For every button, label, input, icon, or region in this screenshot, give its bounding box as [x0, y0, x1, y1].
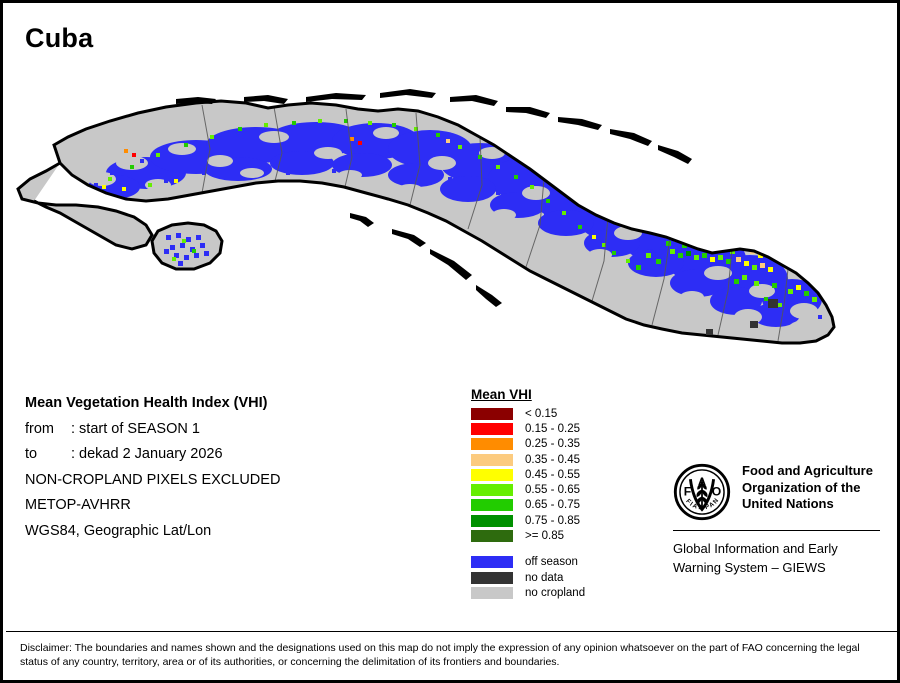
legend-class-swatch	[471, 407, 513, 420]
legend-special-list: off season no data no cropland	[471, 555, 661, 601]
legend-class-label: 0.15 - 0.25	[525, 422, 580, 435]
guanahacabibes-peninsula	[16, 161, 154, 251]
map-canvas[interactable]	[6, 53, 897, 373]
southern-cays	[350, 213, 502, 307]
legend-special-swatch	[471, 571, 513, 584]
legend-class-swatch	[471, 530, 513, 543]
legend-class-label: >= 0.85	[525, 530, 565, 543]
info-to-line: to : dekad 2 January 2026	[25, 442, 455, 468]
legend-class-row: < 0.15	[471, 406, 661, 421]
legend-class-swatch	[471, 514, 513, 527]
legend-special-swatch	[471, 556, 513, 569]
map-info-block: Mean Vegetation Health Index (VHI) from:…	[25, 391, 455, 544]
legend-class-label: 0.25 - 0.35	[525, 438, 580, 451]
legend-special-label: off season	[525, 556, 578, 569]
svg-text:F: F	[684, 484, 691, 498]
legend-special-row: no cropland	[471, 585, 661, 600]
fao-header-row: F A O FIAT PANIS Food and Agriculture Or…	[673, 463, 885, 521]
info-from-key: from	[25, 420, 54, 437]
legend-class-swatch	[471, 468, 513, 481]
legend-class-label: 0.35 - 0.45	[525, 453, 580, 466]
legend-class-row: 0.35 - 0.45	[471, 452, 661, 467]
info-projection: WGS84, Geographic Lat/Lon	[25, 522, 212, 539]
fao-divider	[673, 530, 880, 531]
legend-special-row: no data	[471, 570, 661, 585]
info-sensor: METOP-AVHRR	[25, 497, 131, 513]
fao-branding: F A O FIAT PANIS Food and Agriculture Or…	[673, 463, 885, 577]
legend-spacer	[471, 544, 661, 555]
legend-class-label: 0.65 - 0.75	[525, 499, 580, 512]
disclaimer-text: Disclaimer: The boundaries and names sho…	[20, 642, 860, 668]
legend-class-label: 0.75 - 0.85	[525, 514, 580, 527]
info-from-line: from : start of SEASON 1	[25, 417, 455, 443]
info-heading: Mean Vegetation Health Index (VHI)	[25, 395, 268, 411]
legend: Mean VHI < 0.15 0.15 - 0.25 0.25 - 0.35 0.3…	[471, 386, 661, 601]
legend-class-label: 0.45 - 0.55	[525, 468, 580, 481]
info-from-value: : start of SEASON 1	[71, 420, 200, 437]
legend-class-label: 0.55 - 0.65	[525, 484, 580, 497]
info-to-value: : dekad 2 January 2026	[71, 446, 223, 462]
legend-class-swatch	[471, 499, 513, 512]
legend-title: Mean VHI	[471, 387, 532, 402]
legend-class-swatch	[471, 453, 513, 466]
legend-class-row: 0.45 - 0.55	[471, 467, 661, 482]
legend-class-swatch	[471, 422, 513, 435]
legend-class-row: 0.75 - 0.85	[471, 513, 661, 528]
legend-special-label: no data	[525, 571, 564, 584]
legend-class-row: 0.25 - 0.35	[471, 437, 661, 452]
info-to-key: to	[25, 446, 38, 462]
legend-class-row: 0.65 - 0.75	[471, 498, 661, 513]
no-data-patches	[706, 299, 778, 335]
info-exclusion: NON-CROPLAND PIXELS EXCLUDED	[25, 471, 281, 488]
page-title: Cuba	[25, 23, 94, 53]
legend-class-list: < 0.15 0.15 - 0.25 0.25 - 0.35 0.35 - 0.45 0…	[471, 406, 661, 544]
legend-special-row: off season	[471, 555, 661, 570]
fao-organization-name: Food and Agriculture Organization of the…	[742, 463, 873, 511]
legend-special-swatch	[471, 586, 513, 599]
fao-system-name: Global Information and Early Warning Sys…	[673, 541, 838, 575]
legend-class-row: >= 0.85	[471, 528, 661, 543]
cuba-map-svg	[16, 89, 836, 345]
isla-de-la-juventud	[150, 221, 224, 271]
northern-cays	[176, 89, 692, 164]
legend-class-row: 0.55 - 0.65	[471, 482, 661, 497]
svg-text:A: A	[698, 476, 706, 488]
disclaimer-divider	[6, 631, 897, 632]
legend-class-swatch	[471, 484, 513, 497]
legend-class-row: 0.15 - 0.25	[471, 421, 661, 436]
cuba-coastline	[52, 99, 836, 345]
legend-class-swatch	[471, 438, 513, 451]
fao-logo-icon: F A O FIAT PANIS	[673, 463, 731, 521]
legend-special-label: no cropland	[525, 586, 586, 599]
legend-class-label: < 0.15	[525, 407, 558, 420]
svg-text:O: O	[712, 484, 721, 498]
